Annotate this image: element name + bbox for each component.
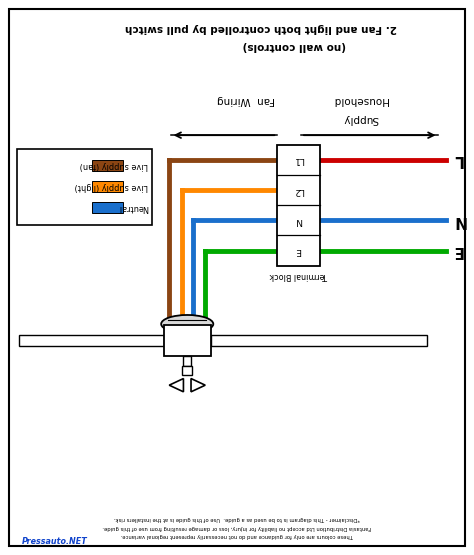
Bar: [182, 366, 192, 375]
Bar: [164, 325, 211, 356]
Text: *Disclaimer - This diagram is to be used as a guide.  Use of this guide is at th: *Disclaimer - This diagram is to be used…: [114, 516, 360, 521]
Text: Fantasia Distribution Ltd accept no liability for injury, loss or damage resulti: Fantasia Distribution Ltd accept no liab…: [103, 524, 371, 529]
Text: N: N: [295, 216, 302, 225]
Bar: [19, 335, 164, 346]
Text: Neutral: Neutral: [118, 203, 148, 212]
Text: Terminal Block: Terminal Block: [269, 271, 328, 280]
Text: 2. Fan and light both controlled by pull switch: 2. Fan and light both controlled by pull…: [125, 23, 397, 33]
Bar: [17, 149, 152, 225]
Bar: [92, 202, 123, 213]
Bar: [92, 160, 123, 171]
Text: Live supply (light): Live supply (light): [74, 182, 148, 191]
Text: Live supply (fan): Live supply (fan): [80, 162, 148, 170]
Text: Household: Household: [333, 94, 388, 104]
Text: Pressauto.NET: Pressauto.NET: [21, 537, 87, 546]
Text: Fan  Wiring: Fan Wiring: [218, 94, 275, 104]
Ellipse shape: [161, 315, 213, 333]
Bar: [277, 145, 320, 266]
Bar: [183, 356, 191, 366]
Text: L1: L1: [293, 155, 304, 164]
Text: N: N: [453, 213, 465, 228]
Text: (no wall controls): (no wall controls): [242, 42, 346, 52]
Text: E: E: [296, 246, 301, 255]
Text: L2: L2: [293, 185, 304, 195]
Text: Supply: Supply: [342, 114, 378, 124]
Bar: [211, 335, 427, 346]
Bar: [92, 181, 123, 192]
Text: L: L: [453, 152, 462, 167]
Text: These colours are only for guidance and do not necessarily represent regional va: These colours are only for guidance and …: [121, 533, 353, 538]
Text: E: E: [453, 243, 463, 258]
